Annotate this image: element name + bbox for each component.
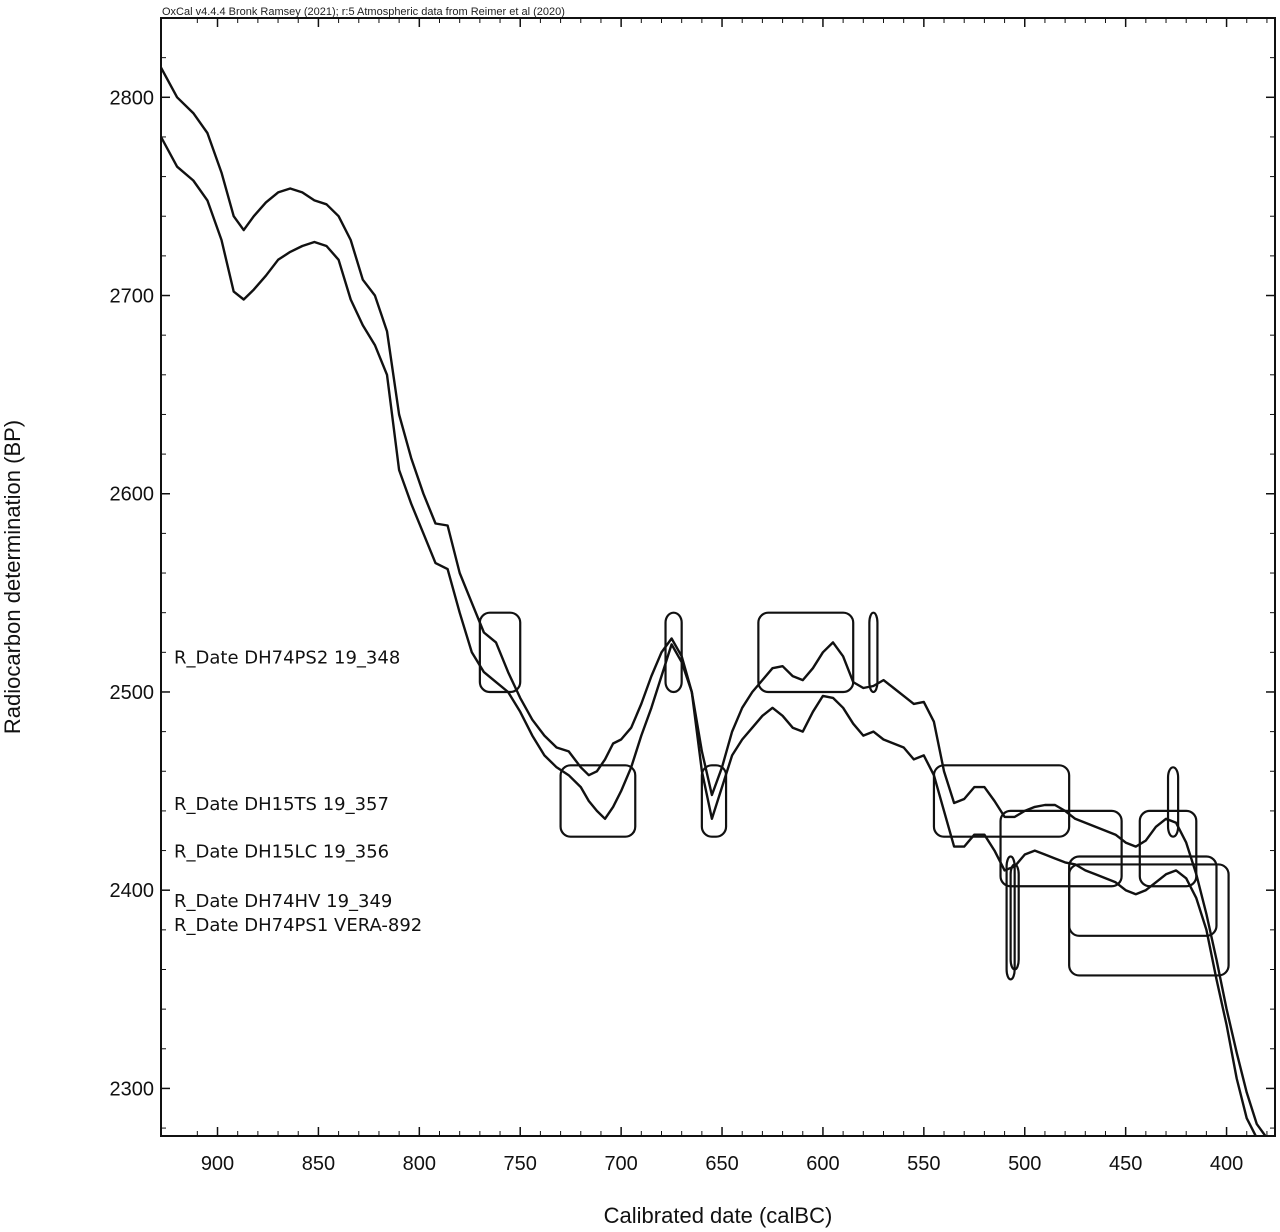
annotations: R_Date DH74PS2 19_348 R_Date DH15TS 19_35… xyxy=(174,647,422,936)
date-box xyxy=(700,764,728,838)
calibration-curves xyxy=(161,67,1267,1136)
x-tick-label: 700 xyxy=(604,1153,637,1175)
date-box xyxy=(1009,863,1020,971)
date-box xyxy=(999,809,1123,888)
x-axis: 900 850 800 750 700 650 600 550 500 450 400 xyxy=(196,18,1268,1175)
date-box xyxy=(478,611,522,694)
y-tick-label: 2700 xyxy=(110,286,155,308)
x-tick-label: 750 xyxy=(504,1153,537,1175)
x-tick-label: 500 xyxy=(1008,1153,1041,1175)
date-box xyxy=(757,611,855,694)
date-label: R_Date DH15LC 19_356 xyxy=(174,842,389,863)
date-box xyxy=(1166,766,1180,838)
date-box xyxy=(559,764,637,838)
x-axis-label: Calibrated date (calBC) xyxy=(604,1203,833,1228)
y-tick-label: 2800 xyxy=(110,87,155,109)
curve-line-1 xyxy=(161,67,1267,1136)
y-tick-label: 2400 xyxy=(110,880,155,902)
date-label: R_Date DH15TS 19_357 xyxy=(174,794,389,815)
x-tick-label: 450 xyxy=(1109,1153,1142,1175)
y-tick-label: 2500 xyxy=(110,682,155,704)
x-tick-label: 550 xyxy=(907,1153,940,1175)
date-box xyxy=(1068,863,1230,977)
x-tick-label: 400 xyxy=(1210,1153,1243,1175)
x-tick-label: 800 xyxy=(403,1153,436,1175)
x-tick-label: 600 xyxy=(806,1153,839,1175)
plot-frame xyxy=(160,17,1276,1137)
date-box xyxy=(868,611,879,694)
y-axis: 2300 2400 2500 2600 2700 2800 xyxy=(110,57,1275,1129)
x-tick-label: 650 xyxy=(705,1153,738,1175)
x-tick-label: 900 xyxy=(201,1153,234,1175)
curve-line-2 xyxy=(161,136,1258,1136)
date-label: R_Date DH74HV 19_349 xyxy=(174,891,392,912)
date-boxes xyxy=(478,611,1230,981)
date-box xyxy=(664,611,683,694)
y-tick-label: 2600 xyxy=(110,484,155,506)
y-axis-label: Radiocarbon determination (BP) xyxy=(0,420,25,734)
date-label: R_Date DH74PS1 VERA-892 xyxy=(174,915,422,936)
date-label: R_Date DH74PS2 19_348 xyxy=(174,647,400,668)
x-tick-label: 850 xyxy=(302,1153,335,1175)
date-box xyxy=(1005,855,1016,981)
chart-header: OxCal v4.4.4 Bronk Ramsey (2021); r:5 At… xyxy=(162,6,565,18)
y-tick-label: 2300 xyxy=(110,1078,155,1100)
